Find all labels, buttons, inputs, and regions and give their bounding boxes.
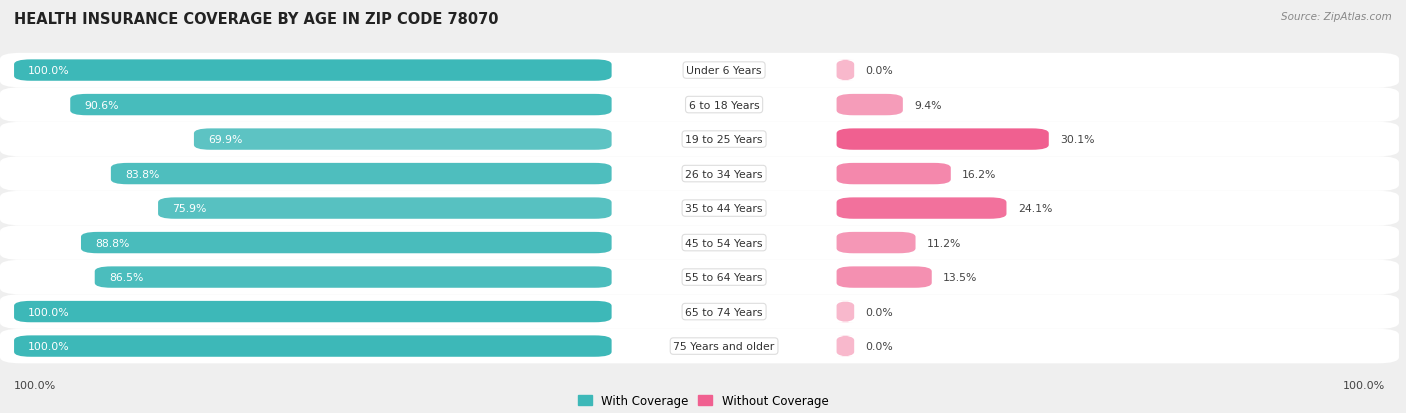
FancyBboxPatch shape bbox=[837, 232, 915, 254]
Text: 88.8%: 88.8% bbox=[96, 238, 129, 248]
Text: 45 to 54 Years: 45 to 54 Years bbox=[685, 238, 763, 248]
Text: Source: ZipAtlas.com: Source: ZipAtlas.com bbox=[1281, 12, 1392, 22]
FancyBboxPatch shape bbox=[14, 60, 612, 82]
FancyBboxPatch shape bbox=[837, 267, 932, 288]
Text: Under 6 Years: Under 6 Years bbox=[686, 66, 762, 76]
FancyBboxPatch shape bbox=[0, 157, 1399, 191]
FancyBboxPatch shape bbox=[14, 335, 612, 357]
Text: 35 to 44 Years: 35 to 44 Years bbox=[685, 204, 763, 214]
FancyBboxPatch shape bbox=[837, 198, 1007, 219]
Text: 100.0%: 100.0% bbox=[28, 341, 70, 351]
FancyBboxPatch shape bbox=[837, 95, 903, 116]
Legend: With Coverage, Without Coverage: With Coverage, Without Coverage bbox=[578, 394, 828, 407]
FancyBboxPatch shape bbox=[82, 232, 612, 254]
FancyBboxPatch shape bbox=[0, 88, 1399, 123]
Text: 16.2%: 16.2% bbox=[962, 169, 997, 179]
Text: 26 to 34 Years: 26 to 34 Years bbox=[685, 169, 763, 179]
FancyBboxPatch shape bbox=[0, 191, 1399, 226]
Text: 65 to 74 Years: 65 to 74 Years bbox=[685, 307, 763, 317]
Text: 75 Years and older: 75 Years and older bbox=[673, 341, 775, 351]
FancyBboxPatch shape bbox=[194, 129, 612, 150]
Text: 9.4%: 9.4% bbox=[914, 100, 942, 110]
Text: 86.5%: 86.5% bbox=[108, 273, 143, 282]
Text: 100.0%: 100.0% bbox=[28, 66, 70, 76]
FancyBboxPatch shape bbox=[837, 335, 855, 357]
FancyBboxPatch shape bbox=[0, 54, 1399, 88]
Text: 100.0%: 100.0% bbox=[14, 380, 56, 390]
FancyBboxPatch shape bbox=[0, 123, 1399, 157]
FancyBboxPatch shape bbox=[0, 226, 1399, 260]
Text: 11.2%: 11.2% bbox=[927, 238, 962, 248]
FancyBboxPatch shape bbox=[0, 260, 1399, 294]
FancyBboxPatch shape bbox=[94, 267, 612, 288]
FancyBboxPatch shape bbox=[837, 164, 950, 185]
FancyBboxPatch shape bbox=[837, 60, 855, 82]
Text: 0.0%: 0.0% bbox=[866, 307, 893, 317]
Text: HEALTH INSURANCE COVERAGE BY AGE IN ZIP CODE 78070: HEALTH INSURANCE COVERAGE BY AGE IN ZIP … bbox=[14, 12, 499, 27]
FancyBboxPatch shape bbox=[157, 198, 612, 219]
FancyBboxPatch shape bbox=[111, 164, 612, 185]
Text: 100.0%: 100.0% bbox=[28, 307, 70, 317]
Text: 55 to 64 Years: 55 to 64 Years bbox=[685, 273, 763, 282]
Text: 0.0%: 0.0% bbox=[866, 66, 893, 76]
Text: 19 to 25 Years: 19 to 25 Years bbox=[685, 135, 763, 145]
Text: 30.1%: 30.1% bbox=[1060, 135, 1094, 145]
Text: 90.6%: 90.6% bbox=[84, 100, 118, 110]
FancyBboxPatch shape bbox=[0, 294, 1399, 329]
Text: 24.1%: 24.1% bbox=[1018, 204, 1052, 214]
Text: 83.8%: 83.8% bbox=[125, 169, 159, 179]
FancyBboxPatch shape bbox=[70, 95, 612, 116]
Text: 13.5%: 13.5% bbox=[943, 273, 977, 282]
Text: 100.0%: 100.0% bbox=[1343, 380, 1385, 390]
FancyBboxPatch shape bbox=[14, 301, 612, 323]
Text: 0.0%: 0.0% bbox=[866, 341, 893, 351]
FancyBboxPatch shape bbox=[0, 329, 1399, 363]
FancyBboxPatch shape bbox=[837, 301, 855, 323]
Text: 6 to 18 Years: 6 to 18 Years bbox=[689, 100, 759, 110]
Text: 75.9%: 75.9% bbox=[172, 204, 207, 214]
FancyBboxPatch shape bbox=[837, 129, 1049, 150]
Text: 69.9%: 69.9% bbox=[208, 135, 242, 145]
